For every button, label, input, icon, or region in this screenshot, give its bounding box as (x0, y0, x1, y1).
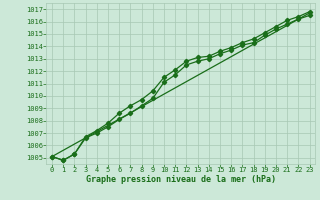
X-axis label: Graphe pression niveau de la mer (hPa): Graphe pression niveau de la mer (hPa) (86, 175, 276, 184)
